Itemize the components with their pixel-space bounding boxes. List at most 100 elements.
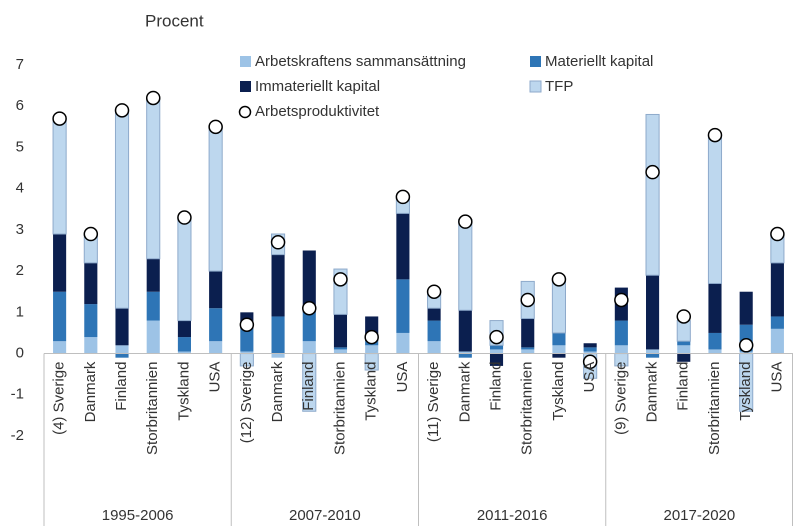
productivity-marker — [520, 292, 535, 308]
bar-segment — [52, 118, 67, 235]
productivity-marker — [208, 119, 223, 135]
bar-segment — [146, 97, 161, 260]
legend-swatch — [240, 56, 251, 67]
y-tick-label: 3 — [16, 221, 24, 238]
x-tick-label: Finland — [300, 362, 317, 411]
x-tick-label: Danmark — [269, 361, 286, 422]
bar-segment — [583, 351, 597, 354]
bar-segment — [209, 341, 223, 354]
bar-segment — [458, 353, 472, 358]
bar-segment — [646, 349, 660, 354]
x-tick-label: Tyskland — [550, 362, 567, 421]
bar-segment — [114, 109, 130, 309]
bar-segment — [708, 349, 722, 354]
bar-segment — [552, 332, 566, 346]
bar-segment — [458, 351, 472, 354]
bar-segment — [427, 308, 441, 321]
bar-segment — [552, 353, 566, 358]
productivity-marker — [676, 309, 692, 324]
x-tick-label: Tyskland — [363, 362, 380, 421]
x-tick-label: Tyskland — [737, 362, 754, 421]
bar-segment — [521, 349, 535, 354]
x-tick-label: Danmark — [644, 361, 661, 422]
x-tick-label: Storbritannien — [706, 362, 723, 455]
bar-segment — [333, 347, 348, 350]
bar-segment — [551, 278, 566, 334]
bar-segment — [427, 320, 441, 342]
bar-segment — [614, 345, 628, 354]
productivity-marker — [177, 210, 192, 225]
bar-segment — [677, 341, 691, 346]
bar-segment — [458, 310, 472, 352]
y-tick-label: 0 — [16, 345, 24, 362]
bar-segment — [707, 134, 723, 284]
productivity-marker — [302, 300, 317, 316]
bar-segment — [53, 341, 67, 354]
x-tick-label: Danmark — [82, 361, 99, 422]
bar-segment — [646, 353, 660, 358]
bar-segment — [146, 320, 160, 354]
x-tick-label: Storbritannien — [144, 362, 161, 455]
x-tick-label: USA — [207, 362, 224, 393]
legend-label: Immateriellt kapital — [255, 78, 380, 95]
group-label: 2011-2016 — [477, 507, 548, 524]
bar-segment — [646, 275, 660, 350]
bar-segment — [271, 316, 285, 354]
bar-segment — [365, 345, 379, 354]
productivity-marker — [738, 338, 754, 353]
legend-swatch — [240, 81, 251, 92]
x-tick-label: USA — [581, 362, 598, 393]
bar-segment — [396, 279, 410, 333]
y-tick-label: 5 — [16, 138, 24, 155]
bar-segment — [84, 337, 98, 354]
x-tick-label: Danmark — [456, 361, 473, 422]
bar-segment — [209, 308, 223, 342]
bar-segment — [208, 126, 223, 272]
bar-segment — [739, 291, 753, 325]
bar-segment — [645, 113, 660, 276]
x-tick-label: Storbritannien — [519, 362, 536, 455]
bar-segment — [396, 213, 410, 280]
bar-segment — [427, 341, 441, 354]
bar-segment — [396, 332, 410, 354]
bar-segment — [53, 291, 67, 342]
bar-segment — [302, 341, 316, 354]
bar-segment — [302, 250, 316, 313]
bar-segment — [84, 262, 98, 305]
productivity-marker — [645, 164, 660, 180]
legend-swatch — [530, 56, 541, 67]
x-tick-label: USA — [768, 362, 785, 393]
productivity-marker — [333, 272, 348, 287]
bar-segment — [677, 353, 691, 362]
bar-segment — [115, 345, 129, 354]
bar-segment — [521, 318, 535, 348]
bar-segment — [770, 316, 784, 329]
bar-segment — [177, 351, 191, 354]
bar-segment — [552, 345, 566, 354]
x-tick-label: Tyskland — [175, 362, 192, 421]
bar-segment — [302, 312, 316, 342]
bar-segment — [209, 271, 223, 309]
productivity-marker — [426, 284, 442, 299]
y-tick-label: 1 — [16, 303, 24, 320]
productivity-marker — [83, 226, 99, 242]
bar-segment — [240, 351, 254, 354]
bar-segment — [115, 353, 129, 358]
legend-label: Materiellt kapital — [545, 53, 653, 70]
bar-segment — [240, 328, 254, 352]
bar-segment — [458, 219, 473, 311]
productivity-marker — [270, 235, 286, 250]
bar-segment — [770, 328, 784, 354]
x-tick-label: Finland — [675, 362, 692, 411]
bar-segment — [177, 320, 191, 338]
legend-label: Arbetsproduktivitet — [255, 103, 380, 120]
productivity-marker — [239, 317, 255, 332]
y-tick-label: 6 — [16, 97, 24, 114]
x-tick-label: (4) Sverige — [51, 362, 68, 435]
bar-segment — [489, 349, 504, 354]
bar-segment — [177, 337, 191, 352]
bar-segment — [84, 304, 98, 338]
y-axis-label: Procent — [145, 11, 204, 30]
productivity-marker — [395, 189, 411, 205]
